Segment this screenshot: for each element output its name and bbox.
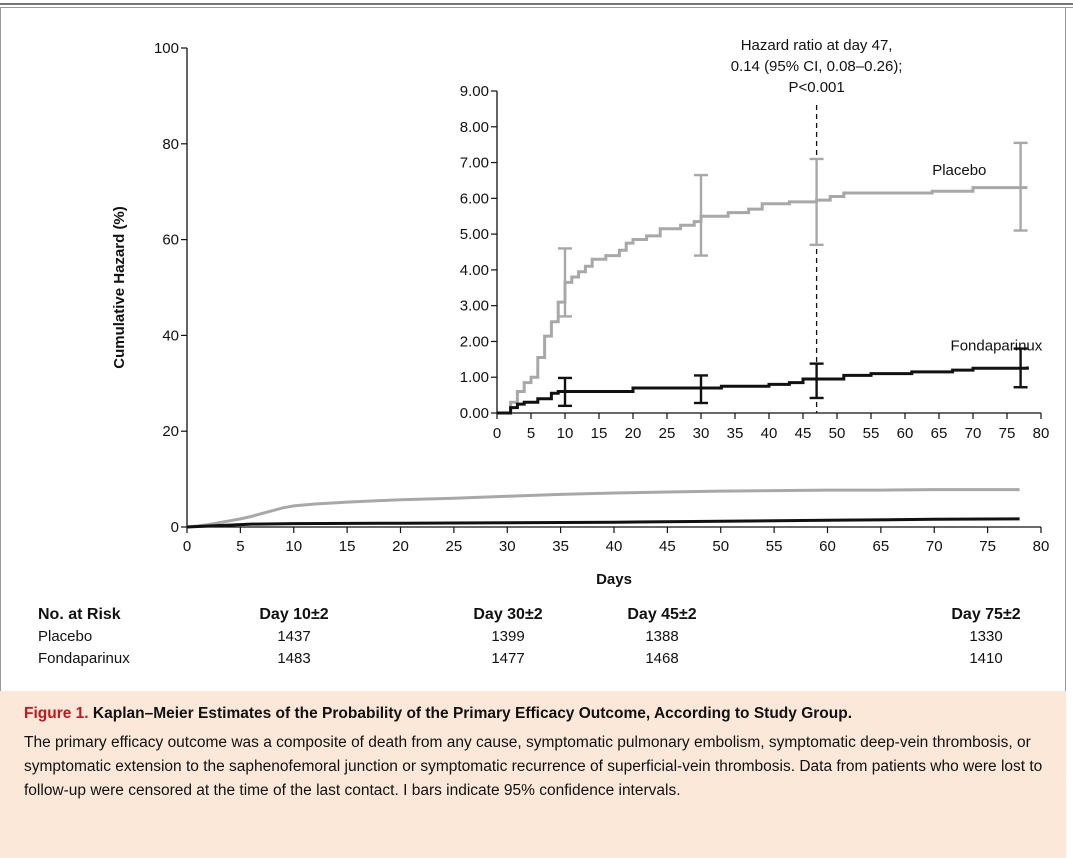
inset-x-tick-label: 80 (1033, 425, 1050, 442)
inset-x-tick-label: 70 (965, 425, 982, 442)
inset-placebo-step-line (497, 186, 1028, 415)
main-x-tick-label: 10 (285, 538, 302, 555)
main-x-tick-label: 60 (819, 538, 836, 555)
main-y-tick-label: 20 (162, 423, 179, 440)
inset-x-tick-label: 40 (761, 425, 778, 442)
inset-x-tick-label: 15 (591, 425, 608, 442)
at-risk-label: Placebo (38, 628, 93, 645)
inset-y-tick-label: 4.00 (460, 262, 489, 279)
inset-x-tick-label: 60 (897, 425, 914, 442)
inset-x-tick-label: 25 (659, 425, 676, 442)
main-x-tick-label: 70 (926, 538, 943, 555)
inset-x-tick-label: 20 (625, 425, 642, 442)
at-risk-value: 1483 (277, 650, 311, 667)
main-x-tick-label: 25 (446, 538, 463, 555)
inset-y-tick-label: 5.00 (460, 226, 489, 243)
figure-frame (0, 8, 1066, 691)
main-placebo-line (186, 488, 1020, 529)
main-x-tick-label: 15 (339, 538, 356, 555)
hazard-ratio-annotation-line: P<0.001 (788, 79, 844, 96)
inset-fondaparinux-label: Fondaparinux (951, 337, 1043, 354)
at-risk-value: 1468 (645, 650, 679, 667)
inset-x-tick-label: 45 (795, 425, 812, 442)
main-x-tick-label: 45 (659, 538, 676, 555)
at-risk-value: 1477 (491, 650, 525, 667)
caption-title: Kaplan–Meier Estimates of the Probabilit… (92, 705, 852, 722)
main-x-tick-label: 20 (392, 538, 409, 555)
inset-x-tick-label: 30 (693, 425, 710, 442)
hazard-ratio-annotation-line: 0.14 (95% CI, 0.08–0.26); (731, 58, 903, 75)
inset-y-tick-label: 3.00 (460, 298, 489, 315)
at-risk-column-day75: Day 75±2 (951, 606, 1021, 623)
inset-x-tick-label: 65 (931, 425, 948, 442)
caption-heading: Figure 1. Kaplan–Meier Estimates of the … (24, 705, 1052, 723)
main-y-axis-title: Cumulative Hazard (%) (111, 206, 128, 369)
at-risk-header: No. at Risk (38, 606, 121, 623)
main-x-axis-title: Days (596, 571, 632, 588)
main-y-tick-label: 0 (171, 519, 179, 536)
inset-y-tick-label: 0.00 (460, 405, 489, 422)
inset-x-tick-label: 50 (829, 425, 846, 442)
main-fondaparinux-line (186, 517, 1020, 529)
at-risk-value: 1399 (491, 628, 525, 645)
main-y-tick-label: 100 (154, 40, 179, 57)
hazard-ratio-annotation-line: Hazard ratio at day 47, (741, 37, 893, 54)
inset-y-tick-label: 1.00 (460, 369, 489, 386)
inset-x-tick-label: 10 (557, 425, 574, 442)
main-x-tick-label: 80 (1033, 538, 1050, 555)
inset-placebo-label: Placebo (932, 162, 986, 179)
main-x-tick-label: 55 (766, 538, 783, 555)
inset-y-tick-label: 9.00 (460, 83, 489, 100)
main-x-tick-label: 5 (236, 538, 244, 555)
main-y-tick-label: 40 (162, 327, 179, 344)
top-rule (0, 3, 1073, 5)
at-risk-column-day45: Day 45±2 (627, 606, 697, 623)
main-x-tick-label: 65 (873, 538, 890, 555)
main-x-tick-label: 0 (183, 538, 191, 555)
top-rule-thin (0, 7, 1073, 8)
inset-x-tick-label: 35 (727, 425, 744, 442)
main-x-tick-label: 50 (712, 538, 729, 555)
main-y-tick-label: 60 (162, 232, 179, 249)
inset-fondaparinux-step-line (497, 366, 1029, 415)
main-y-tick-label: 80 (162, 136, 179, 153)
inset-x-tick-label: 5 (527, 425, 535, 442)
at-risk-value: 1410 (969, 650, 1003, 667)
inset-y-tick-label: 7.00 (460, 155, 489, 172)
kaplan-meier-chart: 0 5 10 15 20 25 30 35 40 45 50 55 60 65 70 75 8002040608… (111, 37, 1050, 588)
figure-caption: Figure 1. Kaplan–Meier Estimates of the … (0, 691, 1066, 858)
at-risk-column-day30: Day 30±2 (473, 606, 543, 623)
inset-y-tick-label: 6.00 (460, 190, 489, 207)
inset-x-tick-label: 55 (863, 425, 880, 442)
at-risk-label: Fondaparinux (38, 650, 130, 667)
main-x-tick-label: 30 (499, 538, 516, 555)
at-risk-value: 1330 (969, 628, 1003, 645)
caption-body: The primary efficacy outcome was a compo… (24, 734, 1043, 799)
at-risk-column-day10: Day 10±2 (259, 606, 329, 623)
inset-y-tick-label: 2.00 (460, 333, 489, 350)
at-risk-value: 1388 (645, 628, 679, 645)
main-x-tick-label: 35 (552, 538, 569, 555)
inset-x-tick-label: 75 (999, 425, 1016, 442)
at-risk-value: 1437 (277, 628, 311, 645)
main-x-tick-label: 75 (979, 538, 996, 555)
main-x-tick-label: 40 (606, 538, 623, 555)
figure-number: Figure 1. (24, 705, 89, 722)
inset-y-tick-label: 8.00 (460, 119, 489, 136)
inset-x-tick-label: 0 (493, 425, 501, 442)
